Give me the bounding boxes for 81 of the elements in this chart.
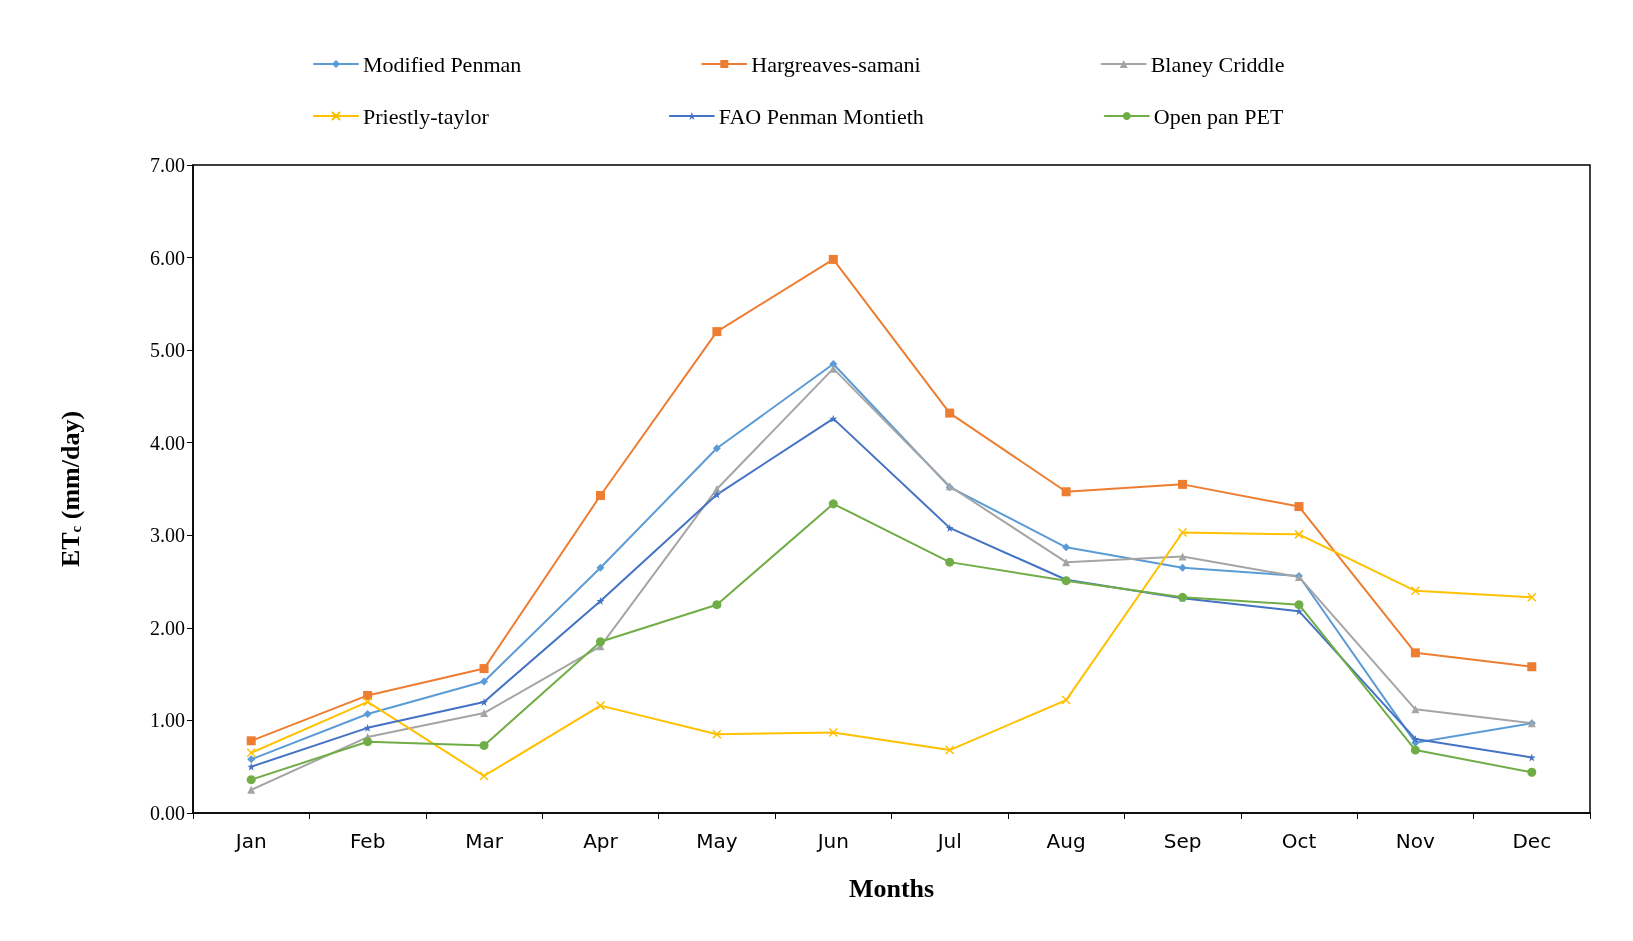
point — [712, 327, 722, 337]
point — [480, 677, 489, 686]
point — [828, 727, 839, 738]
point — [712, 444, 721, 453]
point — [595, 490, 605, 500]
point — [1294, 502, 1304, 512]
point — [363, 709, 372, 718]
x-tick-label: Aug — [1046, 829, 1086, 853]
point — [596, 597, 605, 606]
x-tick-label: Oct — [1281, 829, 1317, 853]
x-tick-label: Nov — [1395, 829, 1436, 853]
point — [1527, 767, 1537, 777]
legend-label: Hargreaves-samani — [751, 51, 921, 77]
legend-label: Open pan PET — [1153, 103, 1284, 129]
point — [363, 737, 373, 747]
legend-label: FAO Penman Montieth — [718, 103, 924, 129]
point — [1410, 648, 1420, 658]
point — [1411, 734, 1420, 743]
x-tick-label: Jun — [815, 829, 849, 853]
y-tick-label: 0.00 — [150, 802, 185, 824]
point — [945, 557, 955, 567]
point — [828, 254, 838, 264]
point — [1294, 600, 1304, 610]
point — [246, 748, 256, 758]
point — [1062, 543, 1071, 552]
x-tick-label: Jul — [935, 829, 962, 853]
point — [596, 563, 605, 572]
y-tick-label: 3.00 — [150, 524, 185, 547]
point — [1410, 586, 1421, 596]
point — [828, 499, 838, 509]
x-tick-label: Jan — [233, 829, 267, 853]
x-tick-label: Dec — [1512, 829, 1552, 853]
point — [1294, 529, 1304, 540]
legend-label: Modified Penman — [363, 51, 522, 77]
x-tick-label: Mar — [465, 829, 504, 853]
point — [595, 637, 605, 647]
y-tick-label: 6.00 — [150, 246, 185, 269]
point — [1061, 695, 1071, 705]
point — [480, 709, 489, 718]
point — [1178, 479, 1188, 489]
point — [363, 690, 373, 700]
point — [479, 740, 489, 750]
point — [1410, 745, 1420, 755]
point — [944, 745, 955, 755]
point — [247, 755, 256, 764]
x-axis-title: Months — [848, 873, 935, 903]
point — [712, 485, 721, 493]
point — [247, 785, 256, 794]
y-axis-title: ETc (mm/day) — [55, 410, 85, 568]
point — [480, 697, 489, 706]
y-tick-label: 1.00 — [150, 709, 185, 732]
point — [1178, 552, 1187, 561]
legend-label: Priestly-taylor — [363, 103, 490, 129]
x-tick-label: May — [696, 829, 738, 853]
point — [712, 600, 722, 610]
point — [1062, 558, 1071, 567]
point — [479, 664, 489, 674]
point — [246, 775, 256, 785]
point — [479, 771, 489, 781]
y-tick-label: 2.00 — [150, 616, 185, 639]
point — [712, 729, 722, 740]
y-tick-label: 5.00 — [150, 339, 185, 362]
point — [1177, 527, 1188, 538]
point — [246, 736, 256, 746]
point — [945, 408, 955, 418]
y-tick-label: 7.00 — [150, 154, 185, 176]
point — [247, 762, 256, 771]
point — [1061, 487, 1071, 497]
point — [945, 523, 954, 532]
x-tick-label: Feb — [349, 829, 386, 853]
x-tick-label: Sep — [1163, 829, 1202, 853]
legend-label: Blaney Criddle — [1150, 51, 1285, 77]
point — [829, 364, 838, 373]
point — [1527, 662, 1537, 672]
x-tick-label: Apr — [583, 829, 619, 853]
point — [1527, 592, 1537, 603]
y-tick-label: 4.00 — [150, 431, 185, 454]
point — [362, 697, 373, 707]
point — [829, 414, 838, 423]
point — [1178, 563, 1187, 572]
point — [595, 700, 606, 711]
